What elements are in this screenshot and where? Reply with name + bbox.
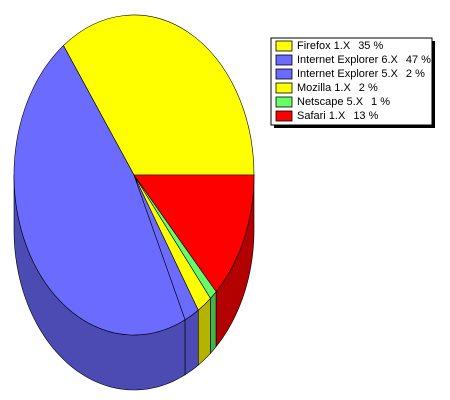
- legend-value: 1 %: [371, 96, 390, 108]
- legend-swatch: [275, 110, 293, 122]
- legend-swatch: [275, 82, 293, 94]
- legend-value: 47 %: [406, 54, 431, 66]
- legend-swatch: [275, 96, 293, 108]
- legend-label: Mozilla 1.X: [297, 82, 351, 94]
- legend-value: 35 %: [358, 40, 383, 52]
- legend-swatch: [275, 40, 293, 52]
- legend-box: [270, 37, 433, 126]
- legend: Firefox 1.X 35 % Internet Explorer 6.X 47 %…: [270, 37, 435, 128]
- legend-value: 2 %: [406, 68, 425, 80]
- legend-label: Firefox 1.X: [297, 40, 351, 52]
- slice: [13, 45, 186, 336]
- legend-label: Netscape 5.X: [297, 96, 364, 108]
- legend-swatch: [275, 68, 293, 80]
- slice-side: [210, 290, 217, 355]
- pie: [13, 14, 255, 391]
- slice-side: [184, 309, 199, 376]
- legend-swatch: [275, 54, 293, 66]
- slice: [63, 14, 255, 176]
- legend-value: 13 %: [353, 110, 378, 122]
- legend-value: 2 %: [359, 82, 378, 94]
- legend-label: Safari 1.X: [297, 110, 346, 122]
- slice: [133, 174, 255, 293]
- legend-label: Internet Explorer 5.X: [297, 68, 399, 80]
- legend-label: Internet Explorer 6.X: [297, 54, 399, 66]
